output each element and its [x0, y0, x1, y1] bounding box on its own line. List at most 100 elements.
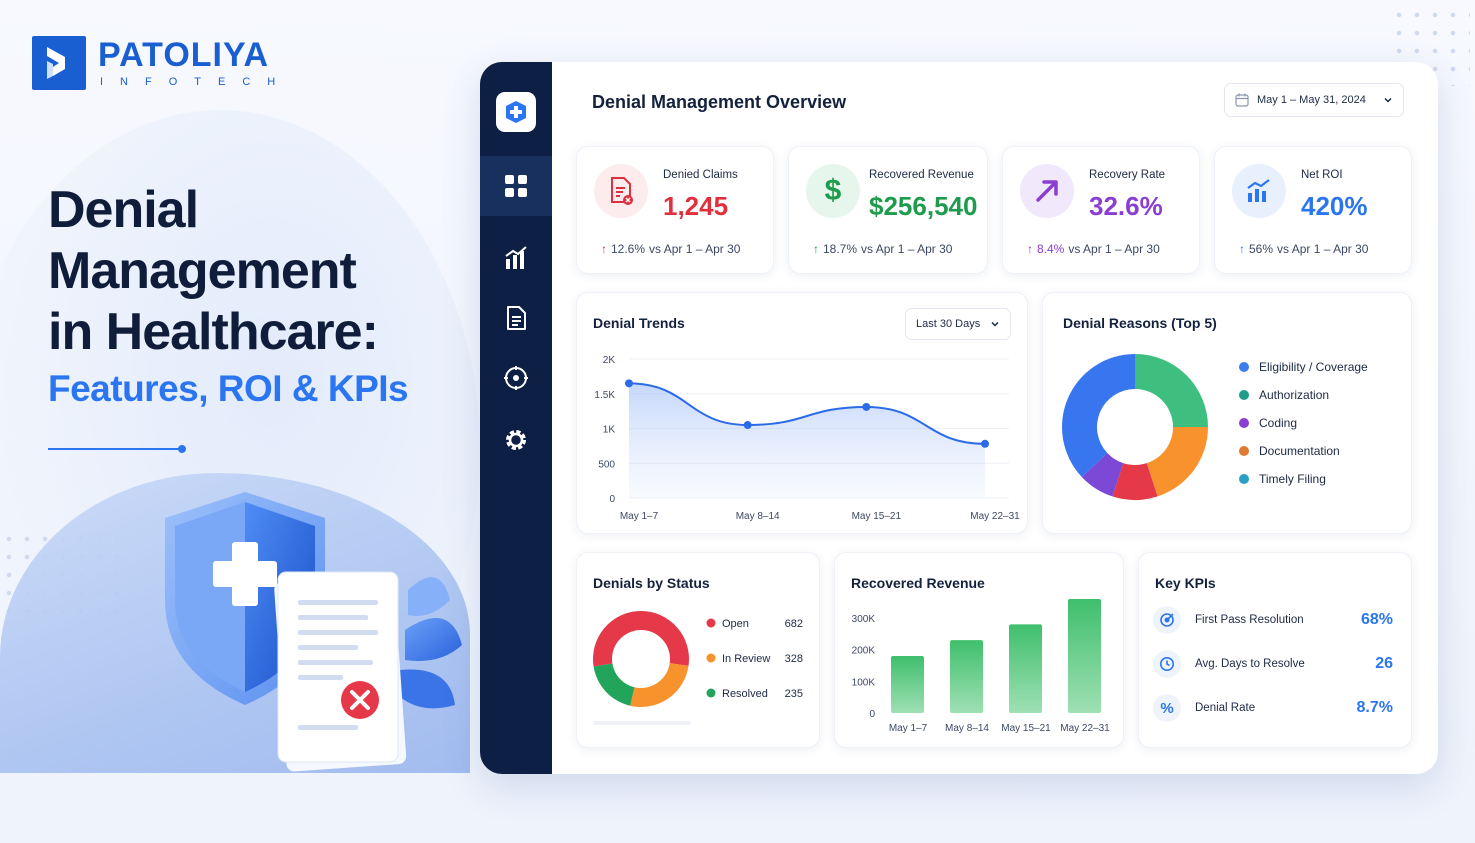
denial-trends-card: Denial Trends Last 30 Days 0 500 1K 1.5K 2K M… [576, 292, 1028, 534]
recovered-revenue-chart: 0 100K 200K 300K May 1–7 May 8–14 May 15–21 May… [852, 599, 1110, 734]
clock-icon [1153, 650, 1181, 678]
reason-slice-0 [1135, 354, 1208, 427]
kpi-compare: vs Apr 1 – Apr 30 [1068, 242, 1160, 256]
revenue-y-tick: 300K [852, 614, 876, 625]
recovered-revenue-title: Recovered Revenue [851, 575, 985, 591]
dashboard-window: Denial Management Overview May 1 – May 3… [480, 62, 1438, 774]
chevron-down-icon [991, 321, 999, 327]
date-range-picker[interactable]: May 1 – May 31, 2024 [1224, 83, 1404, 117]
document-icon [507, 306, 526, 330]
status-legend-value: 328 [785, 653, 803, 665]
trend-point [743, 421, 752, 430]
revenue-bar [950, 640, 983, 713]
kpi-card-recovery-rate[interactable]: Recovery Rate 32.6% ↑ 8.4% vs Apr 1 – Ap… [1002, 146, 1200, 274]
status-slice-0 [593, 611, 689, 667]
kpi-label: Recovered Revenue [869, 169, 974, 181]
kpi-delta: ↑ 12.6% vs Apr 1 – Apr 30 [601, 242, 740, 256]
trend-x-tick: May 1–7 [620, 511, 659, 522]
reason-legend-label: Eligibility / Coverage [1259, 360, 1368, 374]
reason-slice-4 [1062, 354, 1135, 477]
status-legend-label: In Review [722, 653, 770, 665]
key-kpis-title: Key KPIs [1155, 575, 1216, 591]
trend-y-tick: 1.5K [594, 390, 615, 401]
accent-divider [48, 448, 182, 450]
sidebar [480, 62, 552, 774]
logo-mark-icon [32, 36, 86, 90]
revenue-y-tick: 100K [852, 677, 876, 688]
trend-range-select[interactable]: Last 30 Days [905, 308, 1011, 340]
key-kpis-card: Key KPIs First Pass Resolution 68% Avg. … [1138, 552, 1412, 748]
kpi-card-net-roi[interactable]: Net ROI 420% ↑ 56% vs Apr 1 – Apr 30 [1214, 146, 1412, 274]
status-shadow [593, 721, 691, 725]
reason-legend-label: Coding [1259, 416, 1297, 430]
status-slice-1 [630, 663, 689, 707]
status-legend-dot [706, 688, 716, 698]
denial-trends-title: Denial Trends [593, 315, 685, 331]
kpi-row-label: First Pass Resolution [1195, 614, 1304, 626]
status-legend-dot [706, 618, 716, 628]
revenue-x-tick: May 15–21 [1001, 723, 1051, 734]
kpi-row-value: 26 [1375, 655, 1393, 672]
target-icon [1153, 606, 1181, 634]
sidebar-item-dashboard[interactable] [480, 156, 552, 216]
status-legend-value: 235 [785, 688, 803, 700]
kpi-value: 1,245 [663, 191, 729, 221]
arrow-up-icon: ↑ [813, 242, 819, 256]
kpi-delta: ↑ 56% vs Apr 1 – Apr 30 [1239, 242, 1368, 256]
brand-logo[interactable]: PATOLIYA INFOTECH [32, 36, 292, 90]
grid-icon [505, 175, 527, 197]
app-logo-icon[interactable] [496, 92, 536, 132]
reason-slice-2 [1112, 463, 1158, 500]
status-legend-label: Open [722, 618, 749, 630]
kpi-label: Denied Claims [663, 169, 738, 181]
revenue-bar [1009, 624, 1042, 713]
sidebar-item-analytics[interactable] [480, 228, 552, 288]
trend-range-label: Last 30 Days [916, 318, 981, 330]
trend-y-tick: 0 [609, 494, 615, 505]
status-slice-2 [593, 663, 635, 706]
reason-slice-1 [1146, 427, 1208, 497]
recovered-revenue-card: Recovered Revenue 0 100K 200K 300K May 1–7 Ma… [834, 552, 1124, 748]
sidebar-item-settings[interactable] [480, 410, 552, 470]
revenue-x-tick: May 8–14 [945, 723, 989, 734]
dashboard-main: Denial Management Overview May 1 – May 3… [552, 62, 1438, 774]
revenue-bar [891, 656, 924, 713]
revenue-y-tick: 0 [869, 709, 875, 720]
denial-reasons-card: Denial Reasons (Top 5) Eligibility / Cov… [1042, 292, 1412, 534]
kpi-delta-value: 18.7% [823, 242, 858, 256]
kpi-value: 420% [1301, 191, 1368, 221]
kpi-row-value: 8.7% [1356, 699, 1393, 716]
kpi-label: Net ROI [1301, 169, 1343, 181]
kpi-card-denied-claims[interactable]: Denied Claims 1,245 ↑ 12.6% vs Apr 1 – A… [576, 146, 774, 274]
denials-status-chart: Open 682 In Review 328 Resolved 235 [593, 611, 803, 725]
status-legend-label: Resolved [722, 688, 768, 700]
brand-name: PATOLIYA [98, 36, 270, 74]
arrow-up-icon: ↑ [1239, 242, 1245, 256]
trend-point [981, 439, 989, 448]
kpi-card-recovered-revenue[interactable]: $ Recovered Revenue $256,540 ↑ 18.7% vs … [788, 146, 988, 274]
kpi-compare: vs Apr 1 – Apr 30 [861, 242, 953, 256]
dashboard-title: Denial Management Overview [592, 92, 847, 112]
kpi-delta: ↑ 8.4% vs Apr 1 – Apr 30 [1027, 242, 1160, 256]
trend-point [625, 379, 633, 388]
trend-y-tick: 2K [603, 355, 616, 366]
headline-subtitle: Features, ROI & KPIs [48, 368, 409, 409]
kpi-row-denial-rate[interactable]: % Denial Rate 8.7% [1153, 693, 1393, 723]
page-headline: Denial Management in Healthcare: [48, 180, 468, 363]
trend-y-tick: 500 [598, 459, 615, 470]
status-legend-value: 682 [785, 618, 803, 630]
kpi-row-value: 68% [1360, 611, 1393, 628]
sidebar-item-targets[interactable] [480, 348, 552, 408]
sidebar-item-documents[interactable] [480, 288, 552, 348]
reason-slice-3 [1081, 453, 1124, 497]
trend-up-icon [1020, 164, 1074, 218]
kpi-delta-value: 12.6% [611, 242, 646, 256]
reason-legend-dot [1239, 446, 1249, 456]
kpi-row-avg-days-to-resolve[interactable]: Avg. Days to Resolve 26 [1153, 649, 1393, 679]
reason-legend-label: Timely Filing [1259, 472, 1326, 486]
growth-chart-icon [1232, 164, 1286, 218]
reason-legend-dot [1239, 418, 1249, 428]
trend-line [628, 382, 986, 445]
trend-area [629, 383, 985, 498]
kpi-row-first-pass-resolution[interactable]: First Pass Resolution 68% [1153, 605, 1393, 635]
